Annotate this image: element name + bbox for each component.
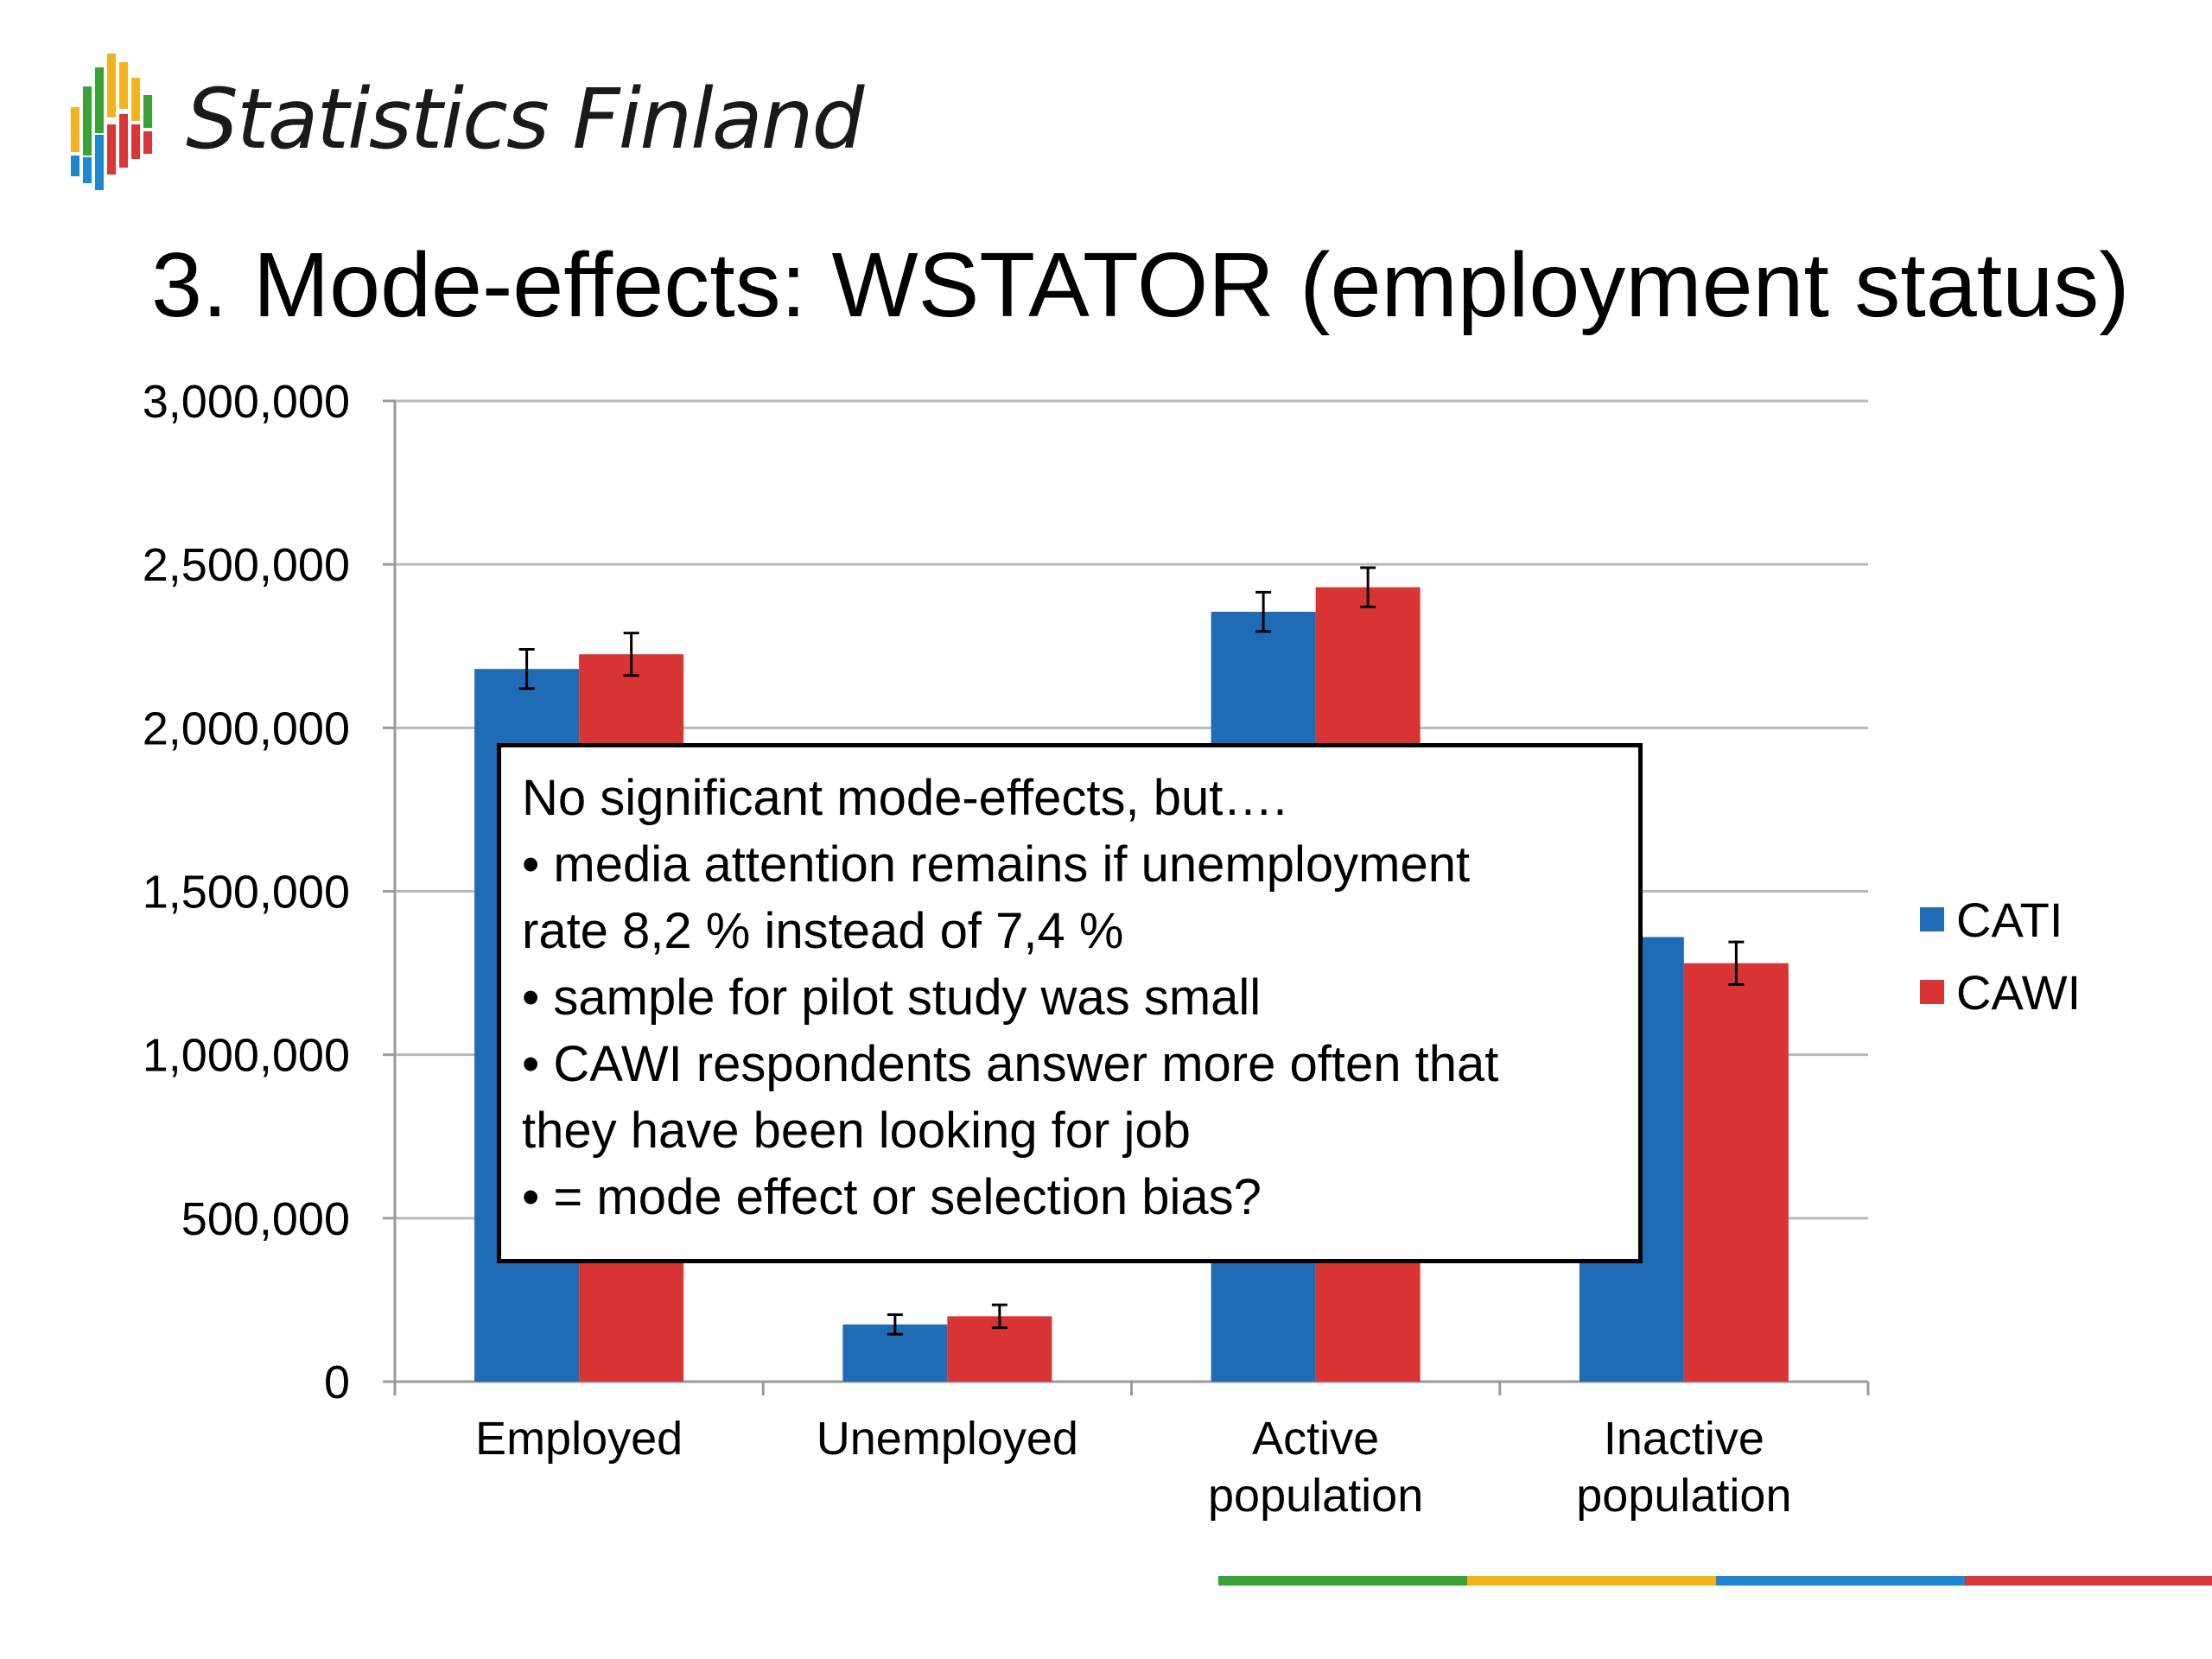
legend-label: CAWI [1956,964,2082,1020]
x-category-label: Employed [475,1413,683,1465]
footer-stripe-segment [1218,1576,1467,1586]
annotation-line: • = mode effect or selection bias? [522,1169,1262,1225]
annotation-line: they have been looking for job [522,1103,1191,1159]
chart-legend: CATI CAWI [1920,883,2081,1028]
x-category-label: Active [1252,1413,1379,1465]
legend-item-cawi: CAWI [1920,956,2081,1028]
y-tick-label: 1,500,000 [143,867,350,918]
error-bar [623,632,639,677]
error-bar [1360,566,1376,608]
annotation-line: • media attention remains if unemploymen… [522,836,1471,893]
y-tick-label: 2,500,000 [143,539,350,591]
x-category-label: Unemployed [817,1413,1078,1465]
bar-cawi [1683,963,1789,1382]
error-bar [518,648,535,690]
y-tick-label: 0 [324,1357,350,1408]
annotation-line: No significant mode-effects, but…. [522,770,1287,826]
legend-swatch [1920,907,1944,931]
legend-label: CATI [1956,892,2063,947]
x-category-label: population [1576,1470,1791,1522]
error-bar [1255,590,1272,633]
y-tick-label: 1,000,000 [143,1030,350,1082]
legend-item-cati: CATI [1920,883,2081,956]
slide-title: 3. Mode-effects: WSTATOR (employment sta… [151,234,2130,336]
y-tick-label: 2,000,000 [143,702,350,754]
brand-name: Statistics Finland [186,71,864,168]
annotation-box: No significant mode-effects, but…. • medi… [497,743,1643,1263]
footer-stripe-segment [1716,1576,1965,1586]
x-category-label: population [1208,1470,1423,1522]
error-bar [887,1313,903,1336]
annotation-line: • CAWI respondents answer more often tha… [522,1036,1499,1092]
annotation-line: • sample for pilot study was small [522,969,1262,1026]
y-tick-label: 3,000,000 [143,376,350,428]
annotation-line: rate 8,2 % instead of 7,4 % [522,903,1124,959]
x-category-label: Inactive [1604,1413,1764,1465]
error-bar [1728,940,1745,986]
footer-stripe-segment [1467,1576,1716,1586]
error-bar [991,1303,1007,1330]
footer-color-stripe [1218,1576,2212,1586]
statistics-finland-logo-icon [71,54,152,190]
legend-swatch [1920,980,1944,1004]
y-tick-label: 500,000 [181,1193,350,1245]
footer-stripe-segment [1965,1576,2212,1586]
